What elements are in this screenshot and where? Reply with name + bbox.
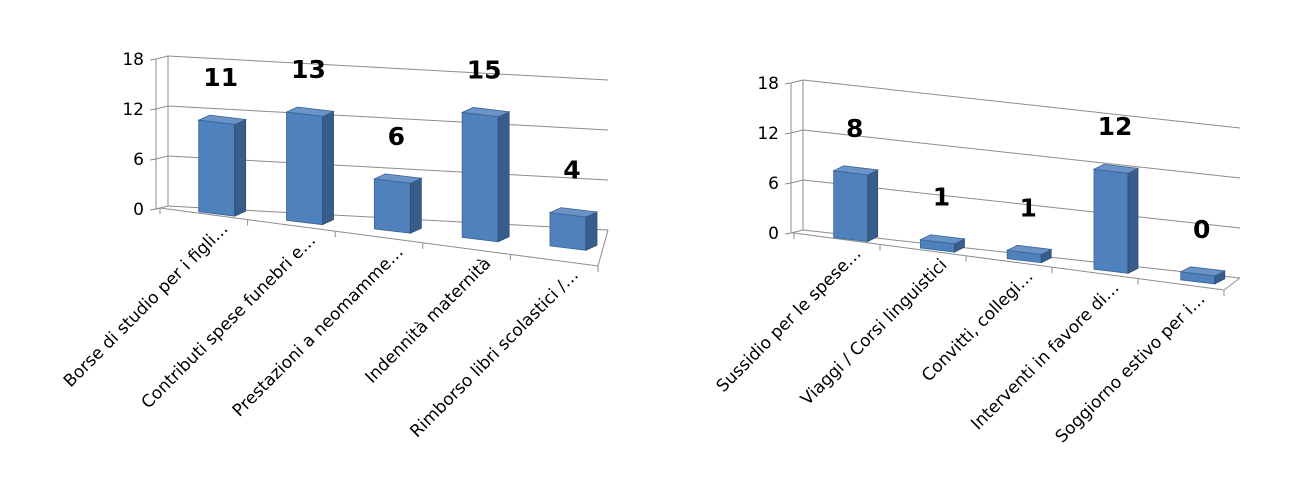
bar-top: [1092, 163, 1140, 174]
gridline-side: [790, 129, 804, 134]
category-label: Rimborso libri scolastici /…: [406, 265, 582, 441]
category-label: Contributi spese funebri e…: [138, 231, 320, 413]
bar: [197, 114, 248, 217]
data-label: 12: [1098, 112, 1133, 141]
bar-front: [286, 111, 323, 226]
y-tick-mark: [784, 232, 792, 235]
data-label: 1: [1020, 193, 1037, 222]
gridline: [802, 129, 1241, 179]
bar-front: [461, 111, 499, 243]
y-tick-label: 0: [133, 200, 144, 220]
y-tick-mark: [784, 82, 792, 85]
bar-top: [548, 207, 599, 218]
chart-left: 0 6 12 18 11 Borse di studio per i figli… 13 Co…: [60, 50, 609, 442]
bar-top: [919, 234, 966, 245]
gridline-side: [155, 155, 169, 160]
bars: [832, 163, 1227, 285]
bar-front: [549, 212, 587, 251]
gridline-side: [790, 179, 804, 184]
category-label: Prestazioni a neomamme…: [229, 242, 408, 421]
y-tick-mark: [149, 208, 157, 211]
bar: [832, 165, 880, 243]
bar-front: [373, 178, 411, 234]
data-label: 13: [291, 55, 326, 84]
bar-front: [833, 170, 869, 243]
bar-side: [585, 211, 598, 251]
bar: [1005, 244, 1053, 264]
gridline-side: [155, 55, 169, 60]
data-label: 1: [933, 183, 950, 212]
y-tick-label: 18: [757, 74, 779, 94]
bar-side: [409, 177, 422, 234]
bar-top: [197, 114, 248, 125]
y-tick-label: 18: [122, 50, 144, 70]
bar-top: [1179, 266, 1227, 277]
data-label: 6: [388, 122, 405, 151]
y-tick-mark: [149, 108, 157, 111]
y-tick-label: 12: [122, 100, 144, 120]
data-label: 15: [467, 55, 502, 84]
category-label: Borse di studio per i figli…: [60, 219, 233, 392]
y-tick-label: 6: [768, 174, 779, 194]
bar: [460, 107, 511, 243]
y-tick-mark: [149, 158, 157, 161]
bar-side: [867, 169, 879, 243]
floor: [155, 207, 609, 267]
gridline: [802, 79, 1241, 129]
gridline-side: [155, 105, 169, 110]
y-tick-mark: [784, 132, 792, 135]
bar-top: [285, 106, 335, 117]
bar-side: [1127, 167, 1139, 274]
y-tick-label: 0: [768, 224, 779, 244]
bar: [372, 173, 423, 234]
bar: [285, 106, 335, 226]
gridlines: 0 6 12 18: [122, 50, 609, 272]
bar: [1092, 163, 1140, 274]
bar-top: [460, 107, 511, 118]
y-tick-mark: [149, 58, 157, 61]
y-tick-label: 12: [757, 124, 779, 144]
data-label: 4: [563, 156, 580, 185]
y-tick-mark: [784, 182, 792, 185]
data-label: 11: [203, 63, 238, 92]
bar-top: [372, 173, 423, 184]
bar-side: [322, 110, 334, 226]
bar-front: [198, 119, 236, 217]
bar-side: [497, 111, 510, 243]
bar-front: [1093, 168, 1129, 274]
gridline: [167, 105, 609, 131]
gridline: [167, 55, 609, 81]
bar: [1179, 266, 1227, 285]
gridline-side: [790, 79, 804, 84]
y-tick-label: 6: [133, 150, 144, 170]
bar-top: [1005, 244, 1053, 255]
bar-side: [234, 118, 247, 217]
bar-top: [832, 165, 880, 176]
floor: [791, 232, 1241, 291]
bar: [919, 234, 966, 253]
data-label: 8: [846, 114, 863, 143]
bars: [197, 106, 599, 251]
bar: [548, 207, 599, 251]
data-label: 0: [1193, 215, 1210, 244]
